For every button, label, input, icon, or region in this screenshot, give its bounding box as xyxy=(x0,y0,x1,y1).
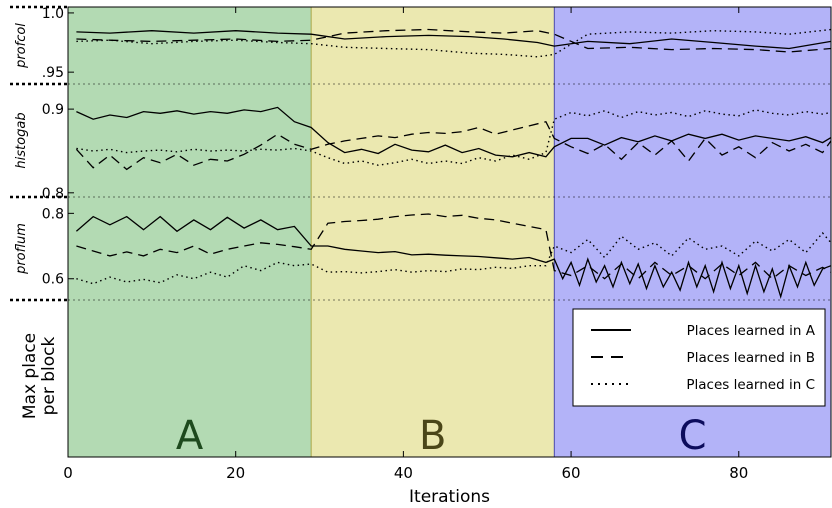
plot-frame xyxy=(67,6,832,458)
region-label-c: C xyxy=(679,413,707,459)
y-tick-label: 0.8 xyxy=(42,206,64,222)
y-axis-title: Max placeper block xyxy=(20,333,59,419)
y-tick-label: .95 xyxy=(42,65,64,81)
x-tick-label: 20 xyxy=(226,464,245,482)
x-tick-label: 40 xyxy=(394,464,413,482)
panel-label-profcol: profcol xyxy=(14,23,29,69)
panel-separators xyxy=(10,5,831,302)
panel-profcol xyxy=(76,28,832,58)
y-tick-label: 0.8 xyxy=(42,186,64,202)
legend-entry: Places learned in B xyxy=(687,350,815,366)
panel-histogab xyxy=(75,106,832,171)
x-axis-title: Iterations xyxy=(409,487,490,507)
series-line-histogab-dashed xyxy=(75,120,832,171)
series-lines xyxy=(75,28,832,300)
y-tick-label: 1.0 xyxy=(42,6,64,22)
y-tick-label: 0.6 xyxy=(42,272,64,288)
series-line-profcol-dashed xyxy=(76,28,832,53)
region-a-band xyxy=(68,7,312,457)
series-line-proflum-solid xyxy=(75,215,832,300)
series-line-histogab-solid xyxy=(76,106,832,158)
region-labels: A B C xyxy=(176,413,707,459)
region-b-band xyxy=(311,7,555,457)
legend-entry: Places learned in A xyxy=(687,323,816,339)
y-axis-title-line1: Max place xyxy=(20,333,40,419)
legend-entry: Places learned in C xyxy=(686,377,815,393)
x-axis: 0 20 40 60 80 xyxy=(63,7,748,482)
region-label-b: B xyxy=(419,413,446,459)
series-line-proflum-dashed xyxy=(76,213,832,280)
y-axis-title-line2: per block xyxy=(39,336,59,415)
legend: Places learned in A Places learned in B Pl… xyxy=(572,308,826,407)
x-tick-label: 0 xyxy=(63,464,73,482)
y-axis: 1.0 .95 profcol 0.9 0.8 histogab 0.8 0.6 proflum xyxy=(14,6,74,288)
y-tick-label: 0.9 xyxy=(42,102,64,118)
panel-proflum xyxy=(75,213,832,300)
region-label-a: A xyxy=(176,413,204,459)
series-line-profcol-solid xyxy=(76,30,832,50)
panel-label-proflum: proflum xyxy=(14,223,29,275)
x-tick-label: 60 xyxy=(562,464,581,482)
x-tick-label: 80 xyxy=(729,464,748,482)
panel-label-histogab: histogab xyxy=(14,112,29,168)
